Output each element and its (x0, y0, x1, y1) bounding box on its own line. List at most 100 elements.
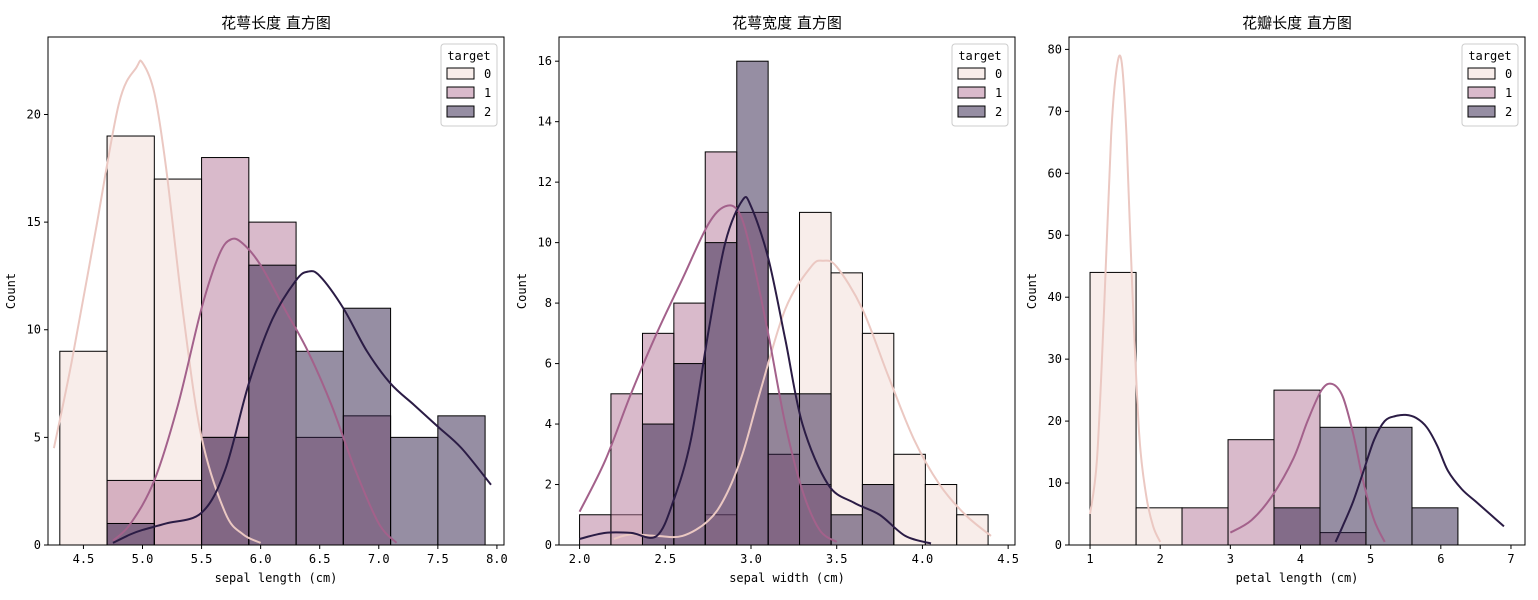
legend-swatch-2 (1467, 105, 1496, 118)
x-tick-label: 4.0 (912, 552, 934, 566)
bar-series-0-bin-0 (59, 350, 108, 546)
y-tick-label: 0 (34, 538, 41, 552)
legend-swatch-0 (446, 67, 475, 80)
x-tick-label: 6.0 (250, 552, 272, 566)
legend-swatch-1 (957, 86, 986, 99)
bar-series-2-bin-2 (641, 423, 675, 546)
x-tick-label: 3 (1227, 552, 1234, 566)
x-tick-label: 3.5 (826, 552, 848, 566)
bar-series-2-bin-7 (1411, 507, 1459, 546)
bar-series-2-bin-5 (736, 60, 769, 546)
x-tick-label: 2.0 (569, 552, 591, 566)
legend-swatch-2 (957, 105, 986, 118)
bar-series-1-bin-1 (610, 393, 643, 546)
y-tick-label: 4 (545, 417, 552, 431)
kde-line-series-2 (112, 270, 492, 544)
x-tick-label: 6.5 (309, 552, 331, 566)
bar-series-0-bin-11 (924, 484, 958, 546)
x-tick-label: 5.0 (132, 552, 154, 566)
chart-title: 花瓣长度 直方图 (1242, 14, 1352, 32)
chart-title: 花萼长度 直方图 (221, 14, 331, 32)
y-tick-label: 40 (1048, 290, 1062, 304)
legend-swatch-2 (446, 105, 475, 118)
legend-swatch-1 (446, 86, 475, 99)
kde-line-series-1 (578, 204, 838, 543)
chart-title: 花萼宽度 直方图 (732, 14, 842, 32)
bar-series-2-bin-3 (201, 436, 250, 546)
y-axis-label: Count (515, 273, 529, 309)
x-tick-label: 3.0 (740, 552, 762, 566)
y-tick-label: 60 (1048, 166, 1062, 180)
x-tick-label: 7.0 (368, 552, 390, 566)
y-tick-label: 30 (1048, 352, 1062, 366)
legend-label-1: 1 (995, 86, 1002, 100)
y-tick-label: 10 (538, 236, 552, 250)
y-tick-label: 12 (538, 175, 552, 189)
legend-label-2: 2 (995, 105, 1002, 119)
y-tick-label: 80 (1048, 42, 1062, 56)
y-tick-label: 8 (545, 296, 552, 310)
bar-series-2-bin-4 (248, 264, 297, 546)
kde-line-series-1 (112, 237, 398, 544)
y-axis-label: Count (1025, 273, 1039, 309)
axes-frame (47, 36, 505, 546)
y-tick-label: 20 (1048, 414, 1062, 428)
legend-swatch-1 (1467, 86, 1496, 99)
y-tick-label: 16 (538, 54, 552, 68)
legend: target 0 1 2 (951, 43, 1009, 127)
kde-line-series-1 (1229, 382, 1386, 543)
x-tick-label: 8.0 (486, 552, 508, 566)
x-axis-label: sepal width (cm) (729, 571, 845, 585)
legend-title: target (1468, 49, 1511, 63)
bar-series-2-bin-4 (704, 242, 738, 546)
y-tick-label: 14 (538, 115, 552, 129)
bar-series-2-bin-4 (1273, 507, 1321, 546)
legend: target 0 1 2 (440, 43, 498, 127)
legend-label-0: 0 (484, 67, 491, 81)
y-tick-label: 70 (1048, 104, 1062, 118)
x-axis-label: petal length (cm) (1236, 571, 1359, 585)
bar-series-1-bin-0 (579, 514, 612, 546)
chart-panel-2: 2.0 2.5 3.0 3.5 4.0 4.5 0 2 4 6 8 10 12 14 16 花萼宽度 直方图 s… (515, 14, 1019, 585)
bar-series-2-bin-7 (799, 393, 832, 546)
y-tick-label: 5 (34, 430, 41, 444)
x-tick-label: 2 (1157, 552, 1164, 566)
bar-series-2-bin-8 (437, 415, 486, 546)
x-tick-label: 7 (1507, 552, 1514, 566)
y-tick-label: 20 (27, 107, 41, 121)
y-tick-label: 15 (27, 215, 41, 229)
bar-series-2-bin-5 (295, 350, 344, 546)
legend-label-2: 2 (484, 105, 491, 119)
y-tick-label: 6 (545, 357, 552, 371)
kde-line-series-0 (52, 59, 262, 544)
y-tick-label: 10 (1048, 476, 1062, 490)
x-tick-label: 4 (1297, 552, 1304, 566)
legend-swatch-0 (957, 67, 986, 80)
x-axis-label: sepal length (cm) (215, 571, 338, 585)
axes-frame (1068, 36, 1526, 546)
bar-series-2-bin-6 (342, 307, 392, 546)
legend-label-0: 0 (1505, 67, 1512, 81)
x-tick-label: 6 (1437, 552, 1444, 566)
y-tick-label: 10 (27, 323, 41, 337)
kde-line-series-2 (1334, 413, 1505, 543)
x-tick-label: 7.5 (427, 552, 449, 566)
bar-series-2-bin-3 (673, 363, 706, 546)
kde-line-series-0 (1089, 54, 1162, 543)
legend-label-0: 0 (995, 67, 1002, 81)
y-tick-label: 50 (1048, 228, 1062, 242)
bar-series-2-bin-7 (390, 436, 439, 546)
bar-series-0-bin-1 (106, 135, 155, 546)
bar-series-1-bin-3 (1227, 439, 1275, 546)
bar-series-1-bin-2 (153, 479, 203, 546)
y-tick-label: 0 (1055, 538, 1062, 552)
x-tick-label: 4.5 (73, 552, 95, 566)
x-tick-label: 1 (1086, 552, 1093, 566)
x-tick-label: 4.5 (997, 552, 1019, 566)
y-axis-label: Count (4, 273, 18, 309)
x-tick-label: 2.5 (654, 552, 676, 566)
legend-title: target (958, 49, 1001, 63)
legend-label-1: 1 (484, 86, 491, 100)
